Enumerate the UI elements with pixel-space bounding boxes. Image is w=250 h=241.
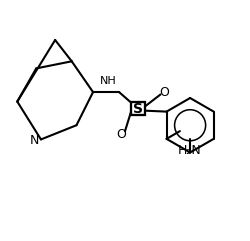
Text: S: S bbox=[133, 102, 143, 116]
Text: NH: NH bbox=[100, 76, 117, 87]
Text: N: N bbox=[30, 134, 39, 147]
Text: O: O bbox=[116, 128, 126, 141]
Text: H₂N: H₂N bbox=[178, 144, 202, 157]
Text: O: O bbox=[159, 86, 169, 99]
FancyBboxPatch shape bbox=[132, 102, 145, 115]
